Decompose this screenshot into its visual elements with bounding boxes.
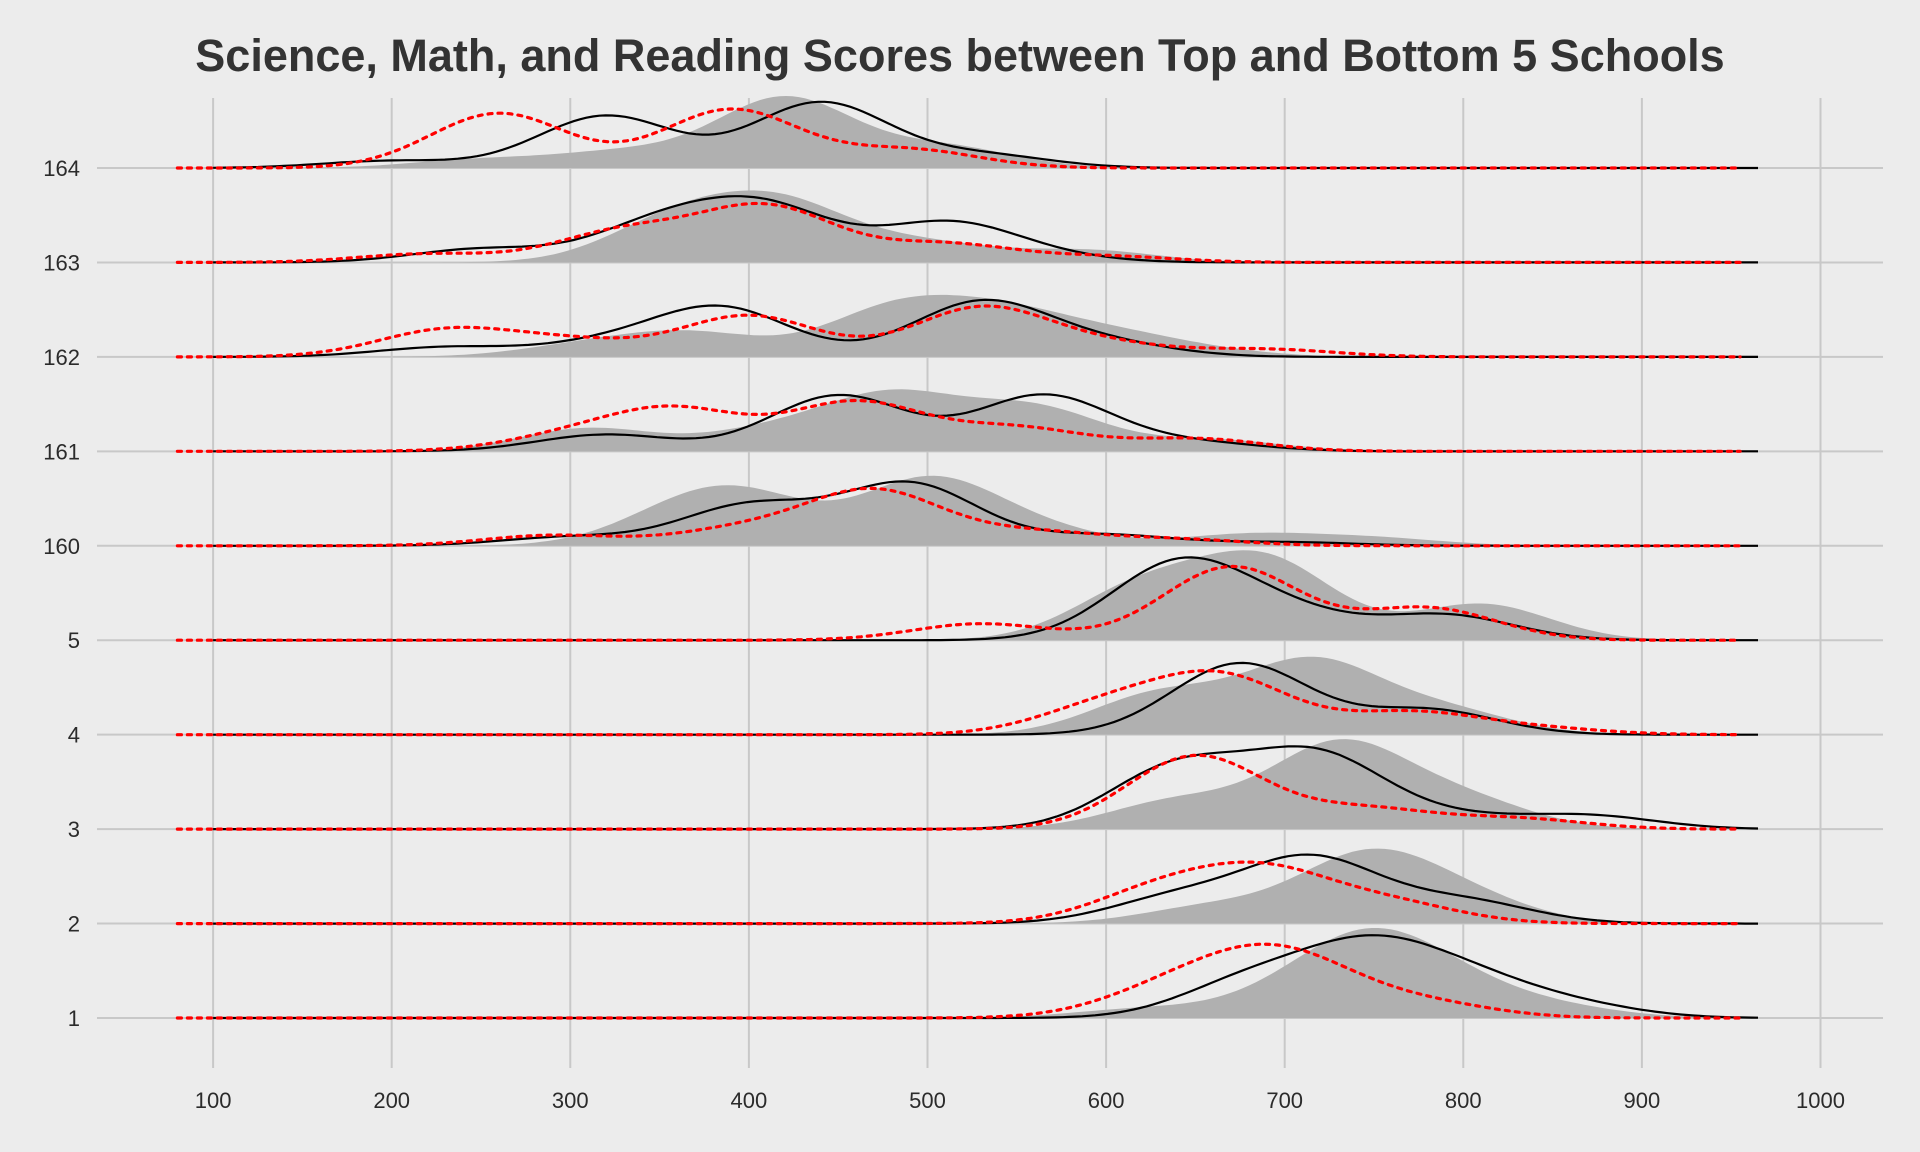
y-tick-label: 3 [68,817,80,842]
ridge-163 [175,190,1759,264]
x-tick-label: 400 [731,1088,768,1113]
density-fill [213,190,1759,263]
y-tick-label: 1 [68,1006,80,1031]
ridge-160 [175,475,1759,548]
y-tick-label: 161 [43,439,80,464]
density-fill [213,550,1759,641]
y-tick-label: 2 [68,912,80,937]
density-fill [213,389,1759,452]
density-line-dotted [175,669,1742,737]
ridge-3 [175,739,1759,831]
density-line-dotted [175,942,1742,1020]
x-tick-label: 300 [552,1088,589,1113]
x-tick-label: 100 [195,1088,232,1113]
x-tick-label: 900 [1624,1088,1661,1113]
density-line-dotted [175,107,1742,170]
chart-title: Science, Math, and Reading Scores betwee… [195,30,1724,81]
x-tick-label: 1000 [1796,1088,1845,1113]
density-fill [213,928,1759,1018]
ridge-1 [175,928,1759,1020]
density-line-dotted [175,201,1742,264]
density-fill [213,96,1759,168]
density-line-dotted [175,486,1742,548]
density-line-dotted [175,564,1742,642]
y-tick-labels: 1 2 3 4 5 160 161 162 163 164 [43,156,80,1031]
density-fill [213,739,1759,830]
y-tick-label: 4 [68,723,80,748]
density-fill [213,294,1759,357]
ridge-164 [175,96,1759,170]
x-tick-label: 600 [1088,1088,1125,1113]
density-fill [213,848,1759,924]
ridge-161 [175,389,1759,453]
ridge-162 [175,294,1759,359]
ridge-4 [175,656,1759,737]
y-tick-label: 164 [43,156,80,181]
ridge-2 [175,848,1759,926]
x-tick-label: 200 [373,1088,410,1113]
y-tick-label: 162 [43,345,80,370]
ridges [175,96,1759,1020]
y-tick-label: 160 [43,534,80,559]
y-tick-label: 163 [43,250,80,275]
density-line-dotted [175,860,1742,926]
x-tick-label: 800 [1445,1088,1482,1113]
ridge-5 [175,550,1759,642]
density-fill [213,656,1759,735]
density-line-solid [213,480,1758,547]
density-line-dotted [175,753,1742,831]
density-line-dotted [175,304,1742,359]
x-tick-labels: 100 200 300 400 500 600 700 800 900 1000 [195,1088,1845,1113]
density-line-dotted [175,398,1742,453]
x-tick-label: 500 [909,1088,946,1113]
y-tick-label: 5 [68,628,80,653]
x-tick-label: 700 [1266,1088,1303,1113]
